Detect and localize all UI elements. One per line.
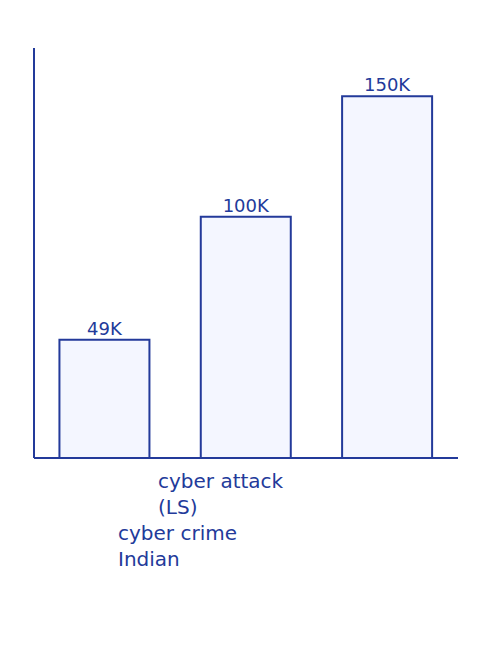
svg-text:150K: 150K (364, 74, 411, 95)
html-text:Indian: Indian (118, 547, 180, 571)
html-text:cyber crime: cyber crime (118, 521, 237, 545)
svg-text:100K: 100K (223, 195, 270, 216)
svg-text:49K: 49K (87, 318, 123, 339)
html-text:cyber attack: cyber attack (158, 469, 284, 493)
html-text:(LS): (LS) (158, 495, 198, 519)
